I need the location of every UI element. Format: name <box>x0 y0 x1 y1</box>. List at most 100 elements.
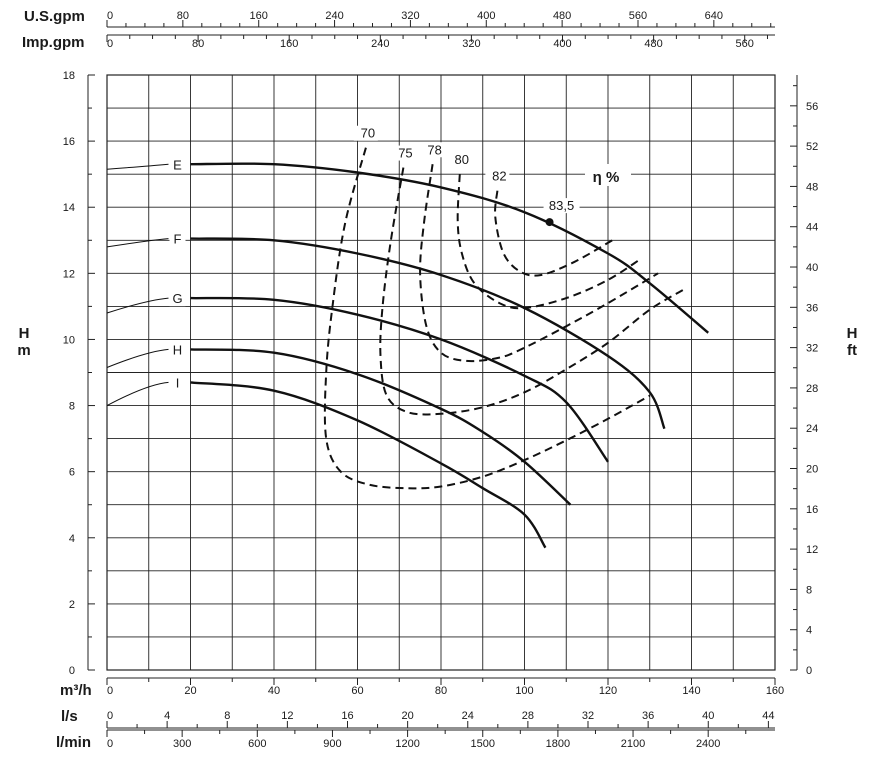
m3h-tick-label: 80 <box>435 685 447 697</box>
efficiency-title-bg <box>585 164 631 186</box>
curve-label-I: I <box>176 375 180 390</box>
efficiency-curve-80 <box>456 174 642 310</box>
right-axis-tick-label: 40 <box>806 262 818 274</box>
impgpm-tick-label: 480 <box>644 38 662 50</box>
efficiency-curve-70 <box>323 147 651 490</box>
curve-label-bg <box>169 373 186 391</box>
impgpm-tick-label: 400 <box>553 38 571 50</box>
left-axis-tick-label: 6 <box>69 467 75 479</box>
ls-tick-label: 28 <box>522 710 534 722</box>
ls-tick-label: 36 <box>642 710 654 722</box>
usgpm-tick-label: 240 <box>325 10 343 22</box>
lmin-tick-label: 600 <box>248 738 266 750</box>
right-axis-tick-label: 44 <box>806 222 818 234</box>
usgpm-axis-title: U.S.gpm <box>24 8 85 25</box>
m3h-tick-label: 140 <box>682 685 700 697</box>
efficiency-title: η % <box>593 169 620 186</box>
curve-leader-I <box>106 381 169 407</box>
right-axis-tick-label: 12 <box>806 544 818 556</box>
left-axis-tick-label: 8 <box>69 401 75 413</box>
lmin-tick-label: 2400 <box>696 738 720 750</box>
head-curve-H <box>190 348 572 506</box>
right-axis-tick-label: 56 <box>806 101 818 113</box>
efficiency-label-bg <box>447 152 472 168</box>
bep-point <box>545 218 554 227</box>
m3h-tick-label: 0 <box>107 685 113 697</box>
head-curve-I <box>190 381 547 549</box>
right-axis-title-unit: ft <box>847 342 857 359</box>
lmin-tick-label: 2100 <box>621 738 645 750</box>
right-axis-tick-label: 4 <box>806 625 812 637</box>
usgpm-tick-label: 400 <box>477 10 495 22</box>
m3h-axis-title: m³/h <box>60 682 92 699</box>
right-axis-tick-label: 0 <box>806 665 812 677</box>
curve-label-bg <box>169 340 186 358</box>
efficiency-label-bg <box>485 168 510 184</box>
bep-label: 83,5 <box>549 198 574 213</box>
ls-tick-label: 4 <box>164 710 170 722</box>
m3h-tick-label: 120 <box>599 685 617 697</box>
left-axis-title-unit: m <box>17 342 30 359</box>
left-axis-tick-label: 10 <box>63 334 75 346</box>
impgpm-tick-label: 160 <box>280 38 298 50</box>
curve-label-bg <box>169 289 186 307</box>
ls-tick-label: 24 <box>462 710 474 722</box>
ls-axis-title: l/s <box>61 708 78 725</box>
lmin-axis-title: l/min <box>56 734 91 751</box>
efficiency-contours: 70 75 78 80 82 <box>323 125 684 490</box>
ls-tick-label: 32 <box>582 710 594 722</box>
left-axis-title-h: H <box>19 325 30 342</box>
axes: 0246810121416180481216202428323640444852… <box>63 10 819 750</box>
efficiency-label-70: 70 <box>361 126 375 141</box>
left-axis-tick-label: 14 <box>63 202 75 214</box>
usgpm-tick-label: 640 <box>705 10 723 22</box>
m3h-tick-label: 160 <box>766 685 784 697</box>
efficiency-label-82: 82 <box>492 169 506 184</box>
right-axis-tick-label: 28 <box>806 383 818 395</box>
lmin-tick-label: 1500 <box>471 738 495 750</box>
curve-leader-G <box>106 297 169 314</box>
head-curve-G <box>190 296 609 463</box>
head-curve-F <box>190 237 666 430</box>
curve-label-H: H <box>173 342 182 357</box>
usgpm-tick-label: 560 <box>629 10 647 22</box>
lmin-tick-label: 1200 <box>395 738 419 750</box>
usgpm-tick-label: 320 <box>401 10 419 22</box>
efficiency-curve-82 <box>494 190 613 277</box>
right-axis-title-h: H <box>847 325 858 342</box>
usgpm-tick-label: 0 <box>107 10 113 22</box>
lmin-tick-label: 900 <box>323 738 341 750</box>
impgpm-tick-label: 240 <box>371 38 389 50</box>
right-axis-tick-label: 32 <box>806 343 818 355</box>
curve-label-E: E <box>173 157 182 172</box>
m3h-tick-label: 60 <box>351 685 363 697</box>
ls-tick-label: 40 <box>702 710 714 722</box>
efficiency-label-78: 78 <box>427 142 441 157</box>
impgpm-tick-label: 0 <box>107 38 113 50</box>
curve-leader-E <box>106 163 169 170</box>
efficiency-curve-78 <box>419 164 659 363</box>
curve-label-bg <box>169 229 186 247</box>
impgpm-axis-title: Imp.gpm <box>22 34 85 51</box>
left-axis-tick-label: 12 <box>63 268 75 280</box>
ls-tick-label: 0 <box>107 710 113 722</box>
right-axis-tick-label: 8 <box>806 584 812 596</box>
right-axis-tick-label: 48 <box>806 181 818 193</box>
usgpm-tick-label: 480 <box>553 10 571 22</box>
ls-tick-label: 8 <box>224 710 230 722</box>
m3h-tick-label: 100 <box>515 685 533 697</box>
curve-leader-F <box>106 238 169 248</box>
axis-labels: U.S.gpm Imp.gpm m³/h l/s l/min H m H ft … <box>17 8 857 751</box>
impgpm-tick-label: 80 <box>192 38 204 50</box>
left-axis-tick-label: 0 <box>69 665 75 677</box>
efficiency-label-bg <box>391 145 416 161</box>
efficiency-curve-75 <box>379 167 684 416</box>
usgpm-tick-label: 160 <box>250 10 268 22</box>
m3h-tick-label: 40 <box>268 685 280 697</box>
m3h-tick-label: 20 <box>184 685 196 697</box>
left-axis-tick-label: 16 <box>63 136 75 148</box>
efficiency-label-75: 75 <box>398 146 412 161</box>
ls-tick-label: 16 <box>341 710 353 722</box>
impgpm-tick-label: 320 <box>462 38 480 50</box>
right-axis-tick-label: 36 <box>806 302 818 314</box>
